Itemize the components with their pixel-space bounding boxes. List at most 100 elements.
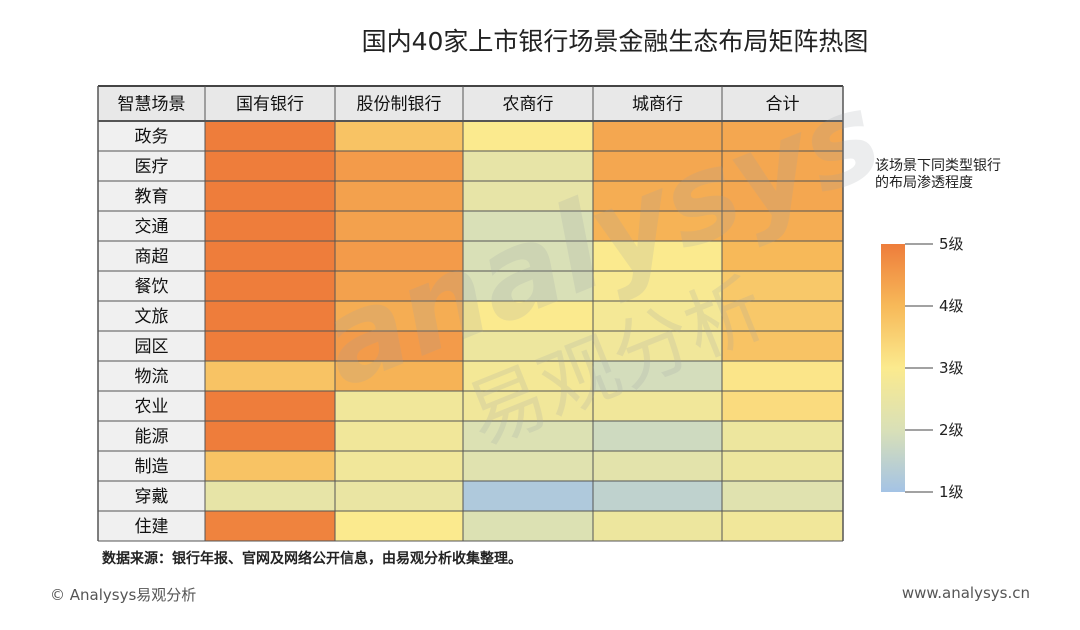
heatmap-cell-农业-国有银行 [205, 391, 335, 421]
heatmap-cell-物流-城商行 [593, 361, 722, 391]
footer-copyright: © Analysys易观分析 [50, 586, 197, 604]
heatmap-cell-穿戴-农商行 [463, 481, 593, 511]
heatmap-cell-园区-股份制银行 [335, 331, 463, 361]
heatmap-grid [97, 85, 844, 542]
heatmap-cell-餐饮-国有银行 [205, 271, 335, 301]
row-label-医疗: 医疗 [135, 157, 169, 177]
heatmap-cell-物流-农商行 [463, 361, 593, 391]
heatmap-cell-制造-国有银行 [205, 451, 335, 481]
heatmap-cell-文旅-合计 [722, 301, 843, 331]
heatmap-cell-商超-城商行 [593, 241, 722, 271]
heatmap-cell-能源-城商行 [593, 421, 722, 451]
chart-title: 国内40家上市银行场景金融生态布局矩阵热图 [361, 27, 869, 56]
heatmap-cell-交通-城商行 [593, 211, 722, 241]
heatmap-cell-医疗-股份制银行 [335, 151, 463, 181]
heatmap-cell-农业-城商行 [593, 391, 722, 421]
heatmap-cell-物流-国有银行 [205, 361, 335, 391]
row-label-政务: 政务 [135, 127, 169, 147]
heatmap-cells [98, 86, 843, 541]
legend-title: 该场景下同类型银行的布局渗透程度 [875, 158, 1001, 191]
heatmap-cell-住建-农商行 [463, 511, 593, 541]
heatmap-cell-医疗-国有银行 [205, 151, 335, 181]
heatmap-cell-住建-城商行 [593, 511, 722, 541]
column-label-城商行: 城商行 [632, 95, 683, 115]
row-label-能源: 能源 [135, 427, 169, 447]
heatmap-cell-教育-国有银行 [205, 181, 335, 211]
row-label-教育: 教育 [135, 187, 169, 207]
header-background [98, 86, 843, 121]
row-label-农业: 农业 [135, 397, 169, 417]
column-label-合计: 合计 [766, 95, 800, 115]
heatmap-cell-园区-合计 [722, 331, 843, 361]
heatmap-cell-农业-股份制银行 [335, 391, 463, 421]
legend-tick-label-1级: 1级 [939, 483, 964, 501]
heatmap-cell-园区-国有银行 [205, 331, 335, 361]
heatmap-cell-餐饮-农商行 [463, 271, 593, 301]
heatmap-cell-农业-农商行 [463, 391, 593, 421]
row-label-文旅: 文旅 [135, 307, 169, 327]
heatmap-cell-餐饮-城商行 [593, 271, 722, 301]
heatmap-cell-文旅-国有银行 [205, 301, 335, 331]
heatmap-cell-交通-农商行 [463, 211, 593, 241]
row-label-园区: 园区 [135, 337, 169, 357]
heatmap-cell-餐饮-股份制银行 [335, 271, 463, 301]
heatmap-cell-物流-合计 [722, 361, 843, 391]
column-label-股份制银行: 股份制银行 [357, 95, 442, 115]
heatmap-cell-能源-合计 [722, 421, 843, 451]
header-label: 智慧场景 [118, 95, 186, 115]
heatmap-cell-商超-农商行 [463, 241, 593, 271]
heatmap-cell-农业-合计 [722, 391, 843, 421]
heatmap-labels: 智慧场景 国有银行 股份制银行 农商行 城商行 合计政务医疗教育交通商超餐饮文旅园区物流农… [118, 95, 800, 538]
heatmap-cell-文旅-城商行 [593, 301, 722, 331]
heatmap-cell-政务-股份制银行 [335, 121, 463, 151]
heatmap-cell-商超-股份制银行 [335, 241, 463, 271]
legend-tick-label-4级: 4级 [939, 297, 964, 315]
heatmap-cell-商超-合计 [722, 241, 843, 271]
heatmap-cell-政务-农商行 [463, 121, 593, 151]
heatmap-cell-医疗-城商行 [593, 151, 722, 181]
heatmap-cell-教育-合计 [722, 181, 843, 211]
heatmap-cell-制造-股份制银行 [335, 451, 463, 481]
heatmap-cell-教育-农商行 [463, 181, 593, 211]
heatmap-cell-医疗-农商行 [463, 151, 593, 181]
heatmap-cell-政务-城商行 [593, 121, 722, 151]
heatmap-cell-穿戴-国有银行 [205, 481, 335, 511]
heatmap-cell-交通-国有银行 [205, 211, 335, 241]
footer-website[interactable]: www.analysys.cn [901, 584, 1030, 602]
legend-tick-label-2级: 2级 [939, 421, 964, 439]
heatmap-cell-政务-国有银行 [205, 121, 335, 151]
heatmap-cell-能源-农商行 [463, 421, 593, 451]
source-note: 数据来源：银行年报、官网及网络公开信息，由易观分析收集整理。 [102, 551, 522, 567]
heatmap-cell-穿戴-城商行 [593, 481, 722, 511]
heatmap-cell-交通-股份制银行 [335, 211, 463, 241]
heatmap-cell-穿戴-股份制银行 [335, 481, 463, 511]
heatmap-cell-教育-城商行 [593, 181, 722, 211]
heatmap-cell-园区-城商行 [593, 331, 722, 361]
column-label-国有银行: 国有银行 [236, 95, 304, 115]
row-label-交通: 交通 [135, 217, 169, 237]
heatmap-cell-住建-合计 [722, 511, 843, 541]
row-label-商超: 商超 [135, 247, 169, 267]
row-label-住建: 住建 [135, 517, 169, 537]
legend-tick-label-3级: 3级 [939, 359, 964, 377]
heatmap-cell-住建-国有银行 [205, 511, 335, 541]
row-label-穿戴: 穿戴 [135, 487, 169, 507]
heatmap-cell-制造-合计 [722, 451, 843, 481]
heatmap-cell-住建-股份制银行 [335, 511, 463, 541]
heatmap-cell-文旅-农商行 [463, 301, 593, 331]
heatmap-cell-商超-国有银行 [205, 241, 335, 271]
legend-tick-label-5级: 5级 [939, 235, 964, 253]
heatmap-cell-医疗-合计 [722, 151, 843, 181]
heatmap-cell-制造-农商行 [463, 451, 593, 481]
row-label-制造: 制造 [135, 457, 169, 477]
heatmap-cell-教育-股份制银行 [335, 181, 463, 211]
heatmap-cell-政务-合计 [722, 121, 843, 151]
heatmap-cell-餐饮-合计 [722, 271, 843, 301]
row-label-餐饮: 餐饮 [135, 277, 169, 297]
heatmap-cell-文旅-股份制银行 [335, 301, 463, 331]
legend-bar [881, 244, 905, 492]
heatmap-cell-能源-股份制银行 [335, 421, 463, 451]
heatmap-cell-物流-股份制银行 [335, 361, 463, 391]
column-label-农商行: 农商行 [503, 95, 554, 115]
